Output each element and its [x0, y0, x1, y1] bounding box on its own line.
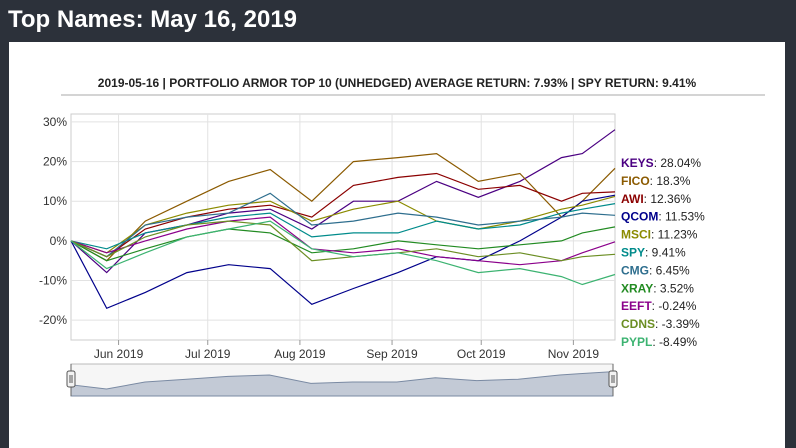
legend-value: : 9.41% — [645, 246, 686, 260]
x-tick-label: Sep 2019 — [366, 347, 418, 361]
navigator-handle-right[interactable] — [608, 370, 618, 388]
legend-value: : 3.52% — [653, 281, 694, 295]
legend-entry-xray: XRAY: 3.52% — [621, 281, 694, 295]
series-line-xray — [70, 226, 616, 262]
legend-entry-cmg: CMG: 6.45% — [621, 263, 690, 277]
series-line-spy — [70, 203, 616, 250]
navigator-handle-left[interactable] — [66, 370, 76, 388]
legend-entry-eeft: EEFT: -0.24% — [621, 299, 697, 313]
legend-name: QCOM — [621, 210, 658, 224]
legend-entry-qcom: QCOM: 11.53% — [621, 210, 705, 224]
legend-entry-spy: SPY: 9.41% — [621, 246, 686, 260]
legend-name: KEYS — [621, 156, 654, 170]
page-header: Top Names: May 16, 2019 — [0, 0, 796, 42]
legend-value: : -0.24% — [652, 299, 697, 313]
legend-name: SPY — [621, 246, 645, 260]
y-tick-label: -10% — [39, 274, 67, 288]
legend-entry-cdns: CDNS: -3.39% — [621, 317, 700, 331]
line-chart: 30% 20% 10% 0% -10% -20% Jun 2019 Jul 2019 Aug 2… — [39, 94, 765, 397]
series-line-qcom — [70, 194, 616, 310]
legend-value: : 11.53% — [658, 210, 705, 224]
legend-name: PYPL — [621, 335, 652, 349]
legend-entry-awi: AWI: 12.36% — [621, 192, 691, 206]
legend-name: CDNS — [621, 317, 655, 331]
page-title: Top Names: May 16, 2019 — [8, 6, 298, 33]
legend-name: MSCI — [621, 228, 651, 242]
legend-name: AWI — [621, 192, 644, 206]
plot-area — [70, 113, 616, 341]
legend-value: : 18.3% — [650, 174, 691, 188]
legend-name: EEFT — [621, 299, 652, 313]
series-line-eeft — [70, 216, 616, 266]
x-tick-label: Aug 2019 — [274, 347, 326, 361]
y-tick-label: 0% — [50, 234, 68, 248]
legend-name: CMG — [621, 263, 649, 277]
x-tick-label: Nov 2019 — [548, 347, 600, 361]
y-tick-label: -20% — [39, 313, 67, 327]
series-line-fico — [70, 152, 616, 262]
legend-name: FICO — [621, 174, 650, 188]
legend-entry-fico: FICO: 18.3% — [621, 174, 691, 188]
y-tick-label: 10% — [43, 194, 67, 208]
legend-value: : 28.04% — [654, 156, 702, 170]
series-line-awi — [70, 172, 616, 258]
series-line-cmg — [70, 192, 616, 258]
legend-entry-pypl: PYPL: -8.49% — [621, 335, 697, 349]
legend-name: XRAY — [621, 281, 653, 295]
legend-value: : -3.39% — [655, 317, 700, 331]
legend-value: : 6.45% — [649, 263, 690, 277]
chart-title: 2019-05-16 | PORTFOLIO ARMOR TOP 10 (UNH… — [97, 76, 697, 90]
x-tick-label: Jul 2019 — [185, 347, 231, 361]
legend-entry-keys: KEYS: 28.04% — [621, 156, 701, 170]
chart-panel: 2019-05-16 | PORTFOLIO ARMOR TOP 10 (UNH… — [9, 42, 785, 448]
y-tick-label: 30% — [43, 115, 67, 129]
legend-entry-msci: MSCI: 11.23% — [621, 228, 698, 242]
y-tick-label: 20% — [43, 155, 67, 169]
legend-value: : 12.36% — [644, 192, 692, 206]
series-line-msci — [70, 195, 616, 254]
legend-value: : 11.23% — [651, 228, 698, 242]
x-tick-label: Oct 2019 — [457, 347, 506, 361]
x-tick-label: Jun 2019 — [94, 347, 144, 361]
series-line-pypl — [70, 220, 616, 286]
legend-value: : -8.49% — [652, 335, 697, 349]
navigator-area — [70, 371, 614, 397]
